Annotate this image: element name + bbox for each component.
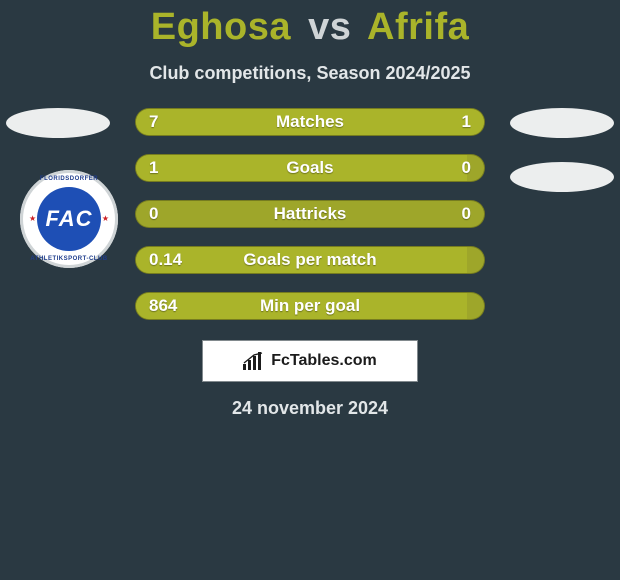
- page-title: Eghosa vs Afrifa: [0, 0, 620, 49]
- stat-row: 1Goals0: [135, 154, 485, 182]
- stat-row: 0Hattricks0: [135, 200, 485, 228]
- badge-bottom-text: ATHLETIKSPORT-CLUB: [29, 256, 109, 262]
- player1-club-badge: FLORIDSDORFER ★ ★ FAC ATHLETIKSPORT-CLUB: [20, 170, 118, 268]
- stat-label: Matches: [135, 108, 485, 136]
- badge-top-text: FLORIDSDORFER: [29, 176, 109, 182]
- vs-text: vs: [308, 6, 351, 48]
- brand-box: FcTables.com: [202, 340, 418, 382]
- badge-star-icon: ★: [29, 214, 36, 223]
- stat-label: Goals: [135, 154, 485, 182]
- stat-value-right: 0: [462, 200, 471, 228]
- badge-star-icon: ★: [102, 214, 109, 223]
- stat-value-right: 0: [462, 154, 471, 182]
- stat-label: Hattricks: [135, 200, 485, 228]
- badge-inner: FAC: [37, 187, 101, 251]
- player2-avatar-placeholder: [510, 108, 614, 138]
- player1-avatar-placeholder: [6, 108, 110, 138]
- stat-row: 864Min per goal: [135, 292, 485, 320]
- stat-row: 7Matches1: [135, 108, 485, 136]
- bar-chart-icon: [243, 352, 265, 370]
- stat-value-right: 1: [462, 108, 471, 136]
- player1-name: Eghosa: [151, 6, 291, 48]
- badge-acronym: FAC: [46, 206, 93, 232]
- player2-name: Afrifa: [367, 6, 469, 48]
- snapshot-date: 24 november 2024: [0, 398, 620, 419]
- stat-label: Min per goal: [135, 292, 485, 320]
- brand-text: FcTables.com: [271, 352, 377, 370]
- stat-label: Goals per match: [135, 246, 485, 274]
- subtitle: Club competitions, Season 2024/2025: [0, 63, 620, 84]
- player2-club-placeholder: [510, 162, 614, 192]
- stat-bars: 7Matches11Goals00Hattricks00.14Goals per…: [135, 108, 485, 338]
- stat-row: 0.14Goals per match: [135, 246, 485, 274]
